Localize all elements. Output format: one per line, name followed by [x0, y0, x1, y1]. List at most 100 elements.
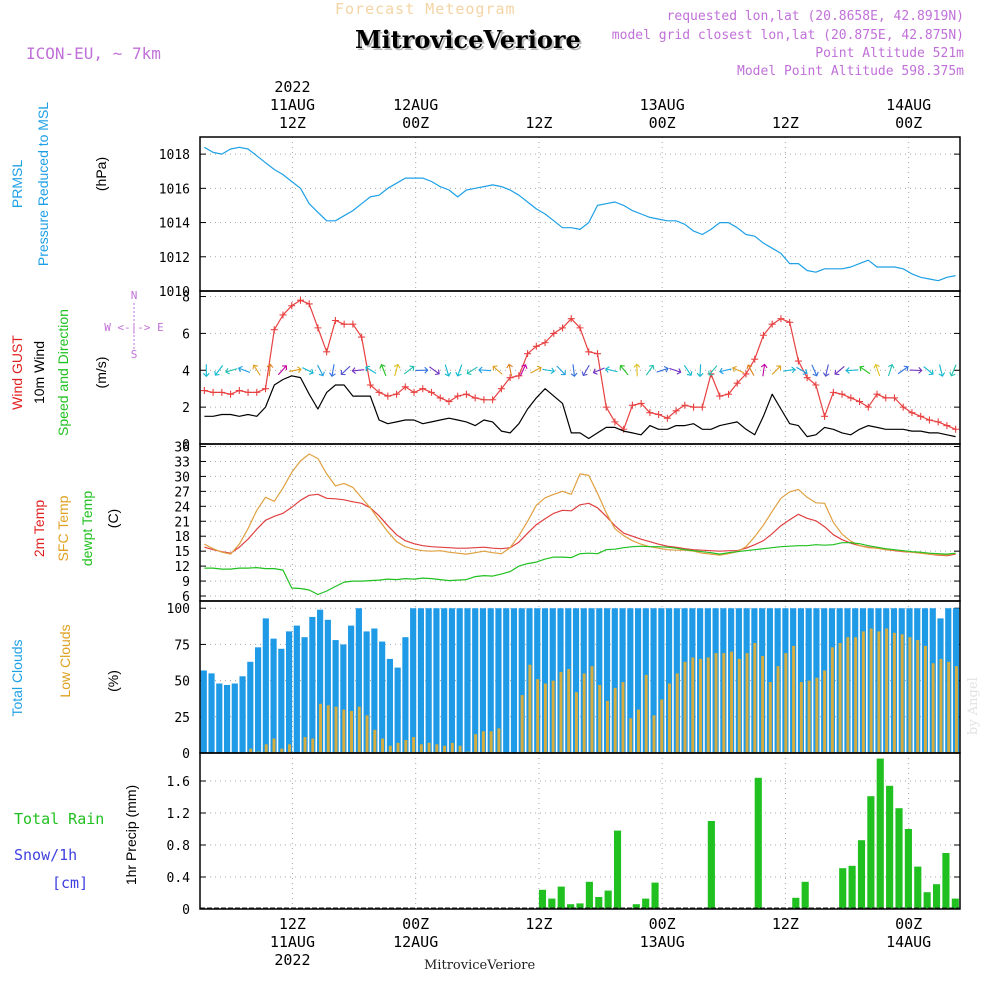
- low-cloud-bar: [543, 683, 547, 753]
- low-cloud-bar: [388, 745, 392, 753]
- gust-marker: [436, 394, 444, 402]
- low-cloud-bar: [381, 738, 385, 753]
- wind-direction-arrow: [782, 366, 796, 374]
- gust-marker: [296, 296, 304, 304]
- wind-arrow-shaft: [887, 364, 893, 377]
- gust-marker: [882, 394, 890, 402]
- low-cloud-bar: [326, 705, 330, 753]
- wind-direction-arrow: [444, 364, 452, 377]
- total-cloud-bar: [379, 641, 386, 753]
- wind-arrow-head: [812, 371, 819, 377]
- total-cloud-bar: [495, 608, 502, 753]
- rain-bar: [914, 866, 922, 909]
- wind-direction-arrow: [683, 365, 693, 376]
- rain-bar: [886, 785, 894, 909]
- rain-bar: [932, 884, 941, 909]
- gust-marker: [759, 331, 767, 339]
- wind-arrow-head: [918, 367, 923, 374]
- gust-marker: [532, 342, 540, 350]
- wind-direction-arrow: [581, 364, 590, 377]
- bottom-time-label: 2022: [274, 951, 310, 969]
- wind-direction-arrow: [214, 365, 224, 376]
- total-cloud-bar: [766, 608, 773, 753]
- top-time-label: 11AUG: [270, 96, 315, 114]
- low-cloud-bar: [683, 661, 687, 753]
- y-tick-label: 6: [182, 327, 190, 342]
- temp-axis-label: SFC Temp: [55, 495, 71, 561]
- y-tick-label: 1.2: [167, 807, 190, 822]
- snow-legend-label: Snow/1h: [14, 846, 77, 864]
- rain-bar: [792, 897, 800, 909]
- low-cloud-bar: [823, 670, 827, 753]
- rain-bar: [839, 868, 847, 909]
- low-cloud-bar: [706, 657, 710, 753]
- low-cloud-bar: [559, 671, 563, 753]
- wind-panel-frame: [199, 290, 961, 445]
- low-cloud-bar: [753, 642, 757, 753]
- low-cloud-bar: [264, 744, 268, 753]
- rain-bar: [857, 840, 866, 909]
- gust-marker: [698, 403, 706, 411]
- gust-marker: [497, 385, 505, 393]
- cloud-axis-label: Low Clouds: [57, 624, 73, 697]
- pressure-axis-label: PRMSL: [9, 160, 25, 208]
- wind-arrow-head: [791, 366, 796, 374]
- wind-arrow-head: [444, 372, 452, 377]
- low-cloud-bar: [830, 647, 834, 753]
- total-cloud-bar: [425, 608, 432, 753]
- total-cloud-bar: [448, 608, 456, 753]
- wind-direction-arrow: [237, 365, 251, 373]
- total-cloud-bar: [270, 638, 277, 753]
- wind-arrow-shaft: [762, 364, 766, 377]
- wind-direction-arrow: [351, 367, 365, 375]
- total-cloud-bar: [627, 608, 634, 753]
- wind-arrow-shaft: [708, 365, 718, 376]
- wind-arrow-head: [619, 365, 625, 370]
- wind-direction-arrow: [796, 366, 808, 375]
- gust-marker: [454, 392, 462, 400]
- wind-arrow-head: [536, 365, 542, 372]
- rain-bar: [895, 808, 903, 909]
- low-cloud-bar: [737, 658, 741, 753]
- gust-marker: [375, 388, 383, 396]
- wind-arrow-shaft: [719, 368, 732, 373]
- total-cloud-bar: [394, 667, 401, 753]
- low-cloud-bar: [590, 666, 594, 753]
- wind-direction-arrow: [302, 367, 314, 375]
- total-cloud-bar: [340, 644, 347, 753]
- wind-arrow-shaft: [556, 365, 566, 375]
- low-cloud-bar: [458, 745, 462, 753]
- total-cloud-bar: [433, 608, 440, 753]
- gust-marker: [384, 392, 392, 400]
- wind-arrow-head: [928, 369, 934, 376]
- total-cloud-bar: [386, 658, 393, 753]
- total-cloud-bar: [239, 676, 246, 753]
- gust-marker: [663, 414, 671, 422]
- total-cloud-bar: [309, 616, 316, 753]
- wind-direction-arrow: [619, 365, 629, 376]
- rain-bar: [867, 796, 875, 909]
- temp-unit-label: (C): [105, 509, 121, 528]
- wind-arrow-shaft: [747, 364, 755, 376]
- wind-direction-arrow: [530, 365, 542, 374]
- total-cloud-bar: [200, 670, 207, 753]
- wind-arrow-head: [732, 365, 737, 373]
- total-cloud-bar: [402, 637, 409, 753]
- gust-marker: [733, 379, 741, 387]
- wind-arrow-shaft: [394, 364, 399, 377]
- rain-bar: [651, 882, 659, 909]
- gust-marker: [873, 390, 881, 398]
- rain-bar: [707, 821, 715, 909]
- total-cloud-bar: [456, 608, 463, 753]
- y-tick-label: 1014: [159, 217, 190, 232]
- low-cloud-bar: [536, 679, 540, 753]
- gust-marker: [803, 374, 811, 382]
- wind-arrow-shaft: [834, 366, 845, 375]
- wind-arrow-shaft: [478, 369, 492, 372]
- wind-direction-arrow: [455, 364, 463, 377]
- low-cloud-bar: [776, 666, 780, 753]
- low-cloud-bar: [443, 745, 447, 753]
- total-cloud-bar: [278, 648, 285, 753]
- wind-arrow-head: [663, 366, 669, 373]
- wind-direction-arrow: [746, 364, 755, 376]
